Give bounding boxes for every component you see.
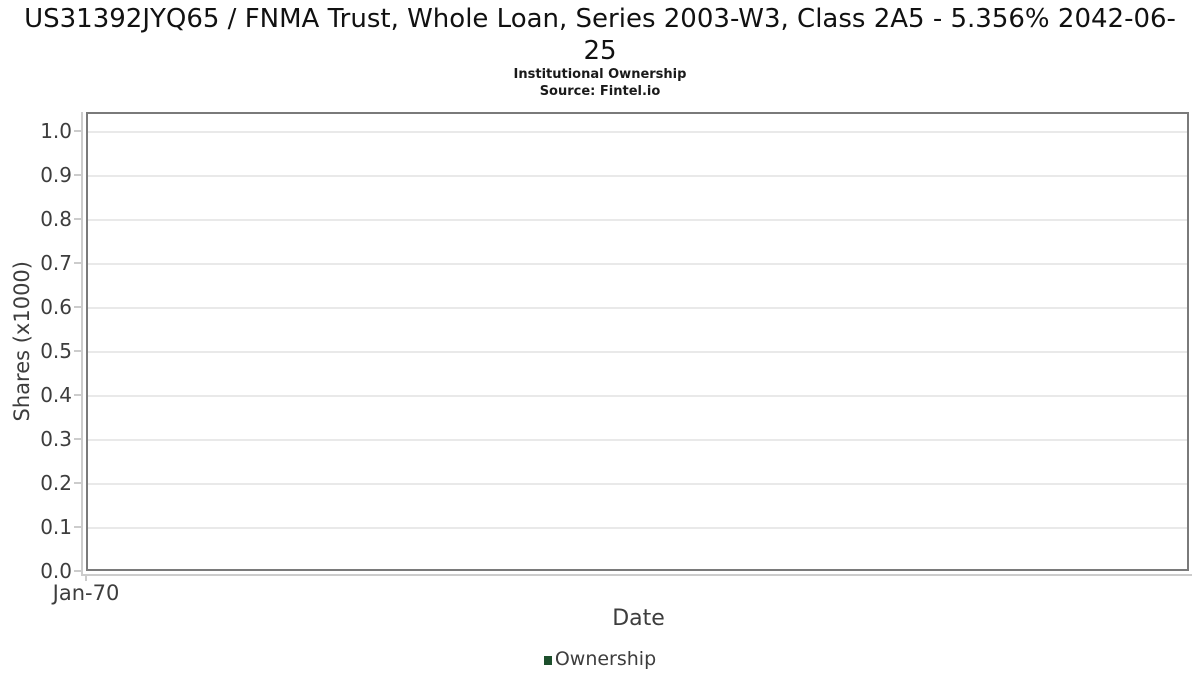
x-tick-mark	[85, 576, 87, 581]
y-tick-mark	[74, 130, 83, 132]
y-tick-mark	[74, 174, 83, 176]
y-tick-label: 1.0	[40, 119, 72, 143]
x-tick-label: Jan-70	[52, 581, 120, 605]
y-tick-mark	[74, 570, 83, 572]
y-tick-label: 0.8	[40, 207, 72, 231]
x-axis-line	[81, 574, 1192, 576]
y-tick-label: 0.4	[40, 383, 72, 407]
y-tick-mark	[74, 394, 83, 396]
y-tick-mark	[74, 482, 83, 484]
gridline	[88, 351, 1187, 353]
y-tick-label: 0.6	[40, 295, 72, 319]
y-axis-line	[81, 112, 83, 576]
gridline	[88, 219, 1187, 221]
chart-title: US31392JYQ65 / FNMA Trust, Whole Loan, S…	[0, 3, 1200, 67]
legend-marker-icon	[543, 655, 552, 665]
legend-label: Ownership	[554, 648, 657, 670]
y-tick-label: 0.5	[40, 339, 72, 363]
gridline	[88, 395, 1187, 397]
chart-title-text: US31392JYQ65 / FNMA Trust, Whole Loan, S…	[24, 4, 1176, 66]
y-tick-label: 0.3	[40, 427, 72, 451]
y-tick-mark	[74, 350, 83, 352]
gridline	[88, 527, 1187, 529]
plot-area	[86, 112, 1189, 571]
chart-source-label: Source: Fintel.io	[539, 84, 661, 99]
legend: Ownership	[0, 647, 1200, 671]
y-tick-label: 0.7	[40, 251, 72, 275]
gridline	[88, 263, 1187, 265]
y-tick-mark	[74, 306, 83, 308]
gridline	[88, 307, 1187, 309]
y-tick-mark	[74, 262, 83, 264]
y-tick-mark	[74, 218, 83, 220]
gridline	[88, 483, 1187, 485]
chart-subtitle: Institutional Ownership	[513, 67, 687, 82]
y-tick-mark	[74, 526, 83, 528]
y-tick-label: 0.2	[40, 471, 72, 495]
gridline	[88, 131, 1187, 133]
gridline	[88, 439, 1187, 441]
y-tick-mark	[74, 438, 83, 440]
gridline	[88, 175, 1187, 177]
x-axis-title: Date	[612, 606, 665, 631]
y-tick-label: 0.0	[40, 559, 72, 583]
y-tick-label: 0.1	[40, 515, 72, 539]
y-tick-label: 0.9	[40, 163, 72, 187]
